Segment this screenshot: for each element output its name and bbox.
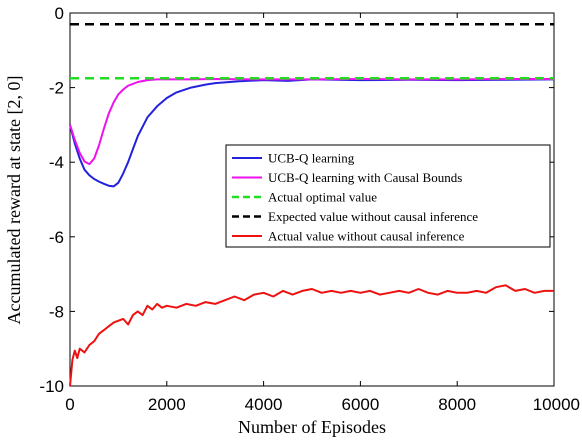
series-line-1 xyxy=(69,78,554,166)
x-tick-label: 4000 xyxy=(245,395,283,414)
y-axis-label: Accumulated reward at state [2, 0] xyxy=(4,76,24,325)
y-tick-label: -4 xyxy=(49,153,64,172)
x-tick-label: 8000 xyxy=(438,395,476,414)
x-tick-label: 10000 xyxy=(533,395,580,414)
series-layer xyxy=(69,22,555,387)
plot-area xyxy=(69,12,555,387)
plot-frame xyxy=(69,12,555,387)
legend-label: Actual value without causal inference xyxy=(268,229,465,244)
series-line-4 xyxy=(69,284,554,387)
legend-label: Expected value without causal inference xyxy=(268,209,478,224)
y-axis: 0 -2 -4 -6 -8 -10 xyxy=(39,4,554,396)
legend-box xyxy=(225,144,551,248)
x-tick-label: 2000 xyxy=(148,395,186,414)
y-tick-label: 0 xyxy=(55,4,64,23)
x-tick-label: 6000 xyxy=(341,395,379,414)
legend-label: UCB-Q learning xyxy=(268,151,355,166)
y-tick-label: -6 xyxy=(49,228,64,247)
x-axis: 0 2000 4000 6000 8000 10000 xyxy=(65,13,580,414)
y-tick-label: -10 xyxy=(39,377,64,396)
legend-label: Actual optimal value xyxy=(268,190,377,205)
x-axis-label: Number of Episodes xyxy=(238,417,386,437)
y-tick-label: -2 xyxy=(49,79,64,98)
y-tick-label: -8 xyxy=(49,302,64,321)
legend-label: UCB-Q learning with Causal Bounds xyxy=(268,170,462,185)
legend: UCB-Q learning UCB-Q learning with Causal… xyxy=(225,144,551,248)
x-tick-label: 0 xyxy=(65,395,74,414)
